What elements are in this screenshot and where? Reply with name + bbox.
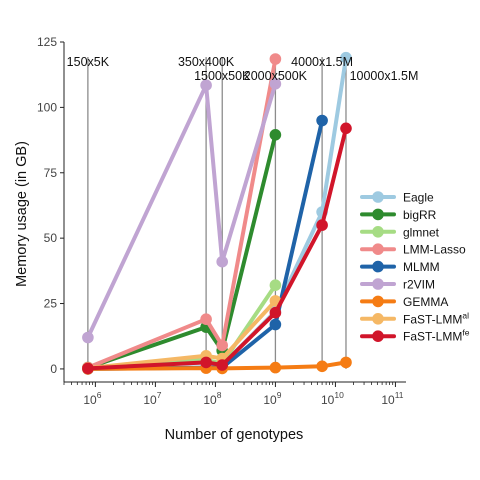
annotation-layer: 150x5K 350x400K1500x50K2000x500K4000x1.5M… <box>67 55 419 83</box>
legend-entry-4: LMM-Lasso <box>360 243 466 257</box>
data-point <box>269 129 282 141</box>
legend-entry-9: FaST-LMMfe <box>360 328 470 344</box>
series-9 <box>82 122 352 375</box>
x-tick-label: 1010 <box>321 390 344 407</box>
legend-label: MLMM <box>403 260 440 274</box>
x-tick-label: 108 <box>203 390 221 407</box>
data-point <box>269 361 282 374</box>
data-point <box>340 122 352 135</box>
legend-entry-8: FaST-LMMal <box>360 310 469 326</box>
legend-swatch-point <box>372 260 384 273</box>
data-point <box>269 78 282 90</box>
series-line <box>85 132 278 370</box>
data-point <box>340 51 352 64</box>
reference-line-label-3: 1500x50K <box>194 69 251 83</box>
legend-label: LMM-Lasso <box>403 243 466 257</box>
y-axis-title: Memory usage (in GB) <box>14 141 30 287</box>
legend-swatch-point <box>372 313 384 325</box>
series-7 <box>82 356 352 375</box>
legend: EaglebigRRglmnetLMM-LassoMLMMr2VIMGEMMAF… <box>360 191 470 344</box>
reference-line-label-6: 10000x1.5M <box>350 69 419 83</box>
data-point <box>216 359 228 371</box>
legend-label: Eagle <box>403 191 434 205</box>
y-tick-label: 75 <box>44 166 58 180</box>
x-tick-label: 106 <box>83 390 101 407</box>
legend-swatch-point <box>372 278 384 290</box>
data-point <box>340 356 352 369</box>
y-tick-label: 25 <box>44 297 58 311</box>
legend-entry-1: Eagle <box>360 191 434 205</box>
data-point <box>200 79 212 91</box>
data-point <box>269 306 282 319</box>
reference-line-label-4: 2000x500K <box>244 69 308 83</box>
data-point <box>216 339 228 352</box>
legend-entry-3: glmnet <box>360 225 440 239</box>
x-tick-label: 109 <box>263 390 281 407</box>
data-point <box>200 313 212 326</box>
legend-swatch-point <box>372 330 384 343</box>
legend-entry-5: MLMM <box>360 260 440 274</box>
legend-swatch-point <box>372 208 384 221</box>
series-line <box>85 298 278 371</box>
reference-line-label-1: 150x5K <box>67 55 110 69</box>
data-point <box>82 331 94 344</box>
reference-line-label-2: 350x400K <box>178 55 235 69</box>
legend-label: glmnet <box>403 225 440 239</box>
legend-swatch-point <box>372 243 384 255</box>
legend-label: bigRR <box>403 208 437 222</box>
x-axis-title: Number of genotypes <box>165 427 304 443</box>
legend-entry-6: r2VIM <box>360 278 435 292</box>
legend-label: FaST-LMMfe <box>403 328 470 344</box>
y-tick-label: 125 <box>37 35 57 49</box>
data-point <box>269 279 282 292</box>
data-point <box>216 255 228 268</box>
series-line <box>85 126 348 371</box>
series-line <box>85 81 278 340</box>
legend-label: r2VIM <box>403 278 435 292</box>
x-tick-label: 107 <box>143 390 161 407</box>
series-5 <box>82 114 328 375</box>
data-point <box>316 360 328 373</box>
legend-label: GEMMA <box>403 295 448 309</box>
data-point <box>316 114 328 127</box>
series-layer <box>82 51 352 375</box>
data-point <box>200 356 212 369</box>
legend-swatch-point <box>372 295 384 308</box>
reference-line-label-5: 4000x1.5M <box>291 55 353 69</box>
data-point <box>316 219 328 231</box>
series-6 <box>82 78 282 344</box>
data-point <box>82 362 94 375</box>
data-point <box>269 53 282 65</box>
axes-layer: 0 25 50 75 100 125 106 107 108 109 1010 1011 <box>37 35 406 407</box>
x-tick-label: 1011 <box>381 390 403 407</box>
y-tick-label: 100 <box>37 100 57 114</box>
y-tick-label: 50 <box>44 231 58 245</box>
series-line <box>85 57 278 370</box>
legend-swatch-point <box>372 226 384 238</box>
y-tick-label: 0 <box>50 362 57 376</box>
legend-entry-7: GEMMA <box>360 295 448 309</box>
data-point <box>269 318 282 331</box>
legend-label: FaST-LMMal <box>403 310 469 326</box>
legend-swatch-point <box>372 191 384 203</box>
legend-entry-2: bigRR <box>360 208 437 222</box>
